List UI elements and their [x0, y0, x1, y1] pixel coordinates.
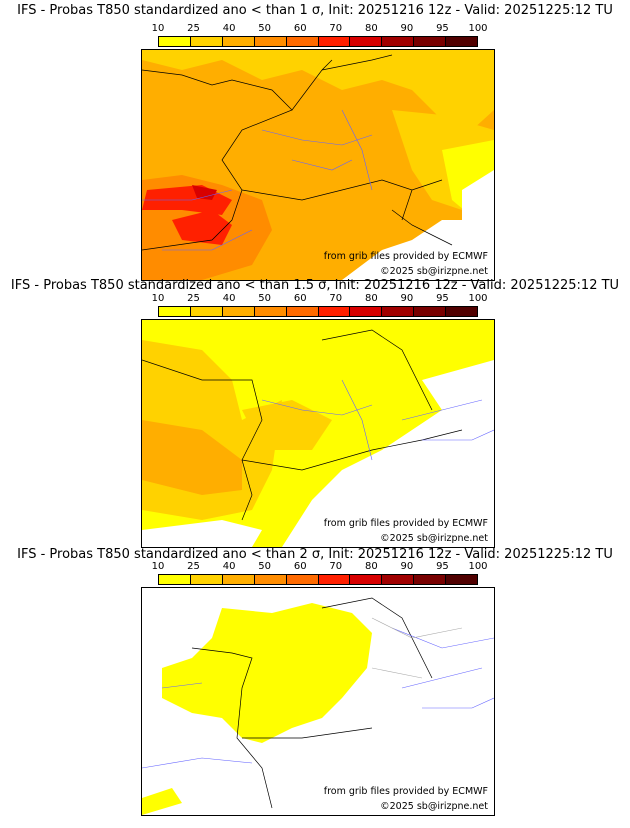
colorbar-bin [382, 37, 415, 46]
colorbar-bin [254, 37, 287, 46]
colorbar-tick-label: 80 [364, 561, 378, 572]
colorbar-tick-label: 95 [436, 23, 449, 34]
probability-map[interactable]: from grib files provided by ECMWF ©2025 … [141, 319, 495, 548]
colorbar-tick-label: 40 [222, 293, 236, 304]
colorbar-tick-label: 50 [258, 293, 272, 304]
colorbar-tick-label: 70 [329, 561, 343, 572]
colorbar-bin [382, 307, 415, 316]
colorbar-bin [222, 575, 255, 584]
colorbar-bin [318, 575, 351, 584]
colorbar-tick-label: 60 [293, 293, 307, 304]
map-fields [142, 50, 494, 280]
colorbar-tick-label: 40 [222, 23, 236, 34]
colorbar-bin [190, 575, 223, 584]
map-title: IFS - Probas T850 standardized ano < tha… [17, 547, 613, 562]
colorbar-tick-label: 100 [468, 23, 488, 34]
credit-copyright: ©2025 sb@irizpne.net [380, 801, 488, 812]
colorbar [158, 36, 478, 47]
colorbar-tick-label: 40 [222, 561, 236, 572]
colorbar-ticks: 10 25 40 50 60 70 80 90 95 100 [152, 561, 488, 573]
colorbar-tick-label: 80 [364, 293, 378, 304]
colorbar-tick-label: 25 [187, 23, 200, 34]
colorbar-tick-label: 95 [436, 561, 449, 572]
credit-source: from grib files provided by ECMWF [323, 786, 488, 797]
colorbar-ticks: 10 25 40 50 60 70 80 90 95 100 [152, 293, 488, 305]
map-fields [142, 320, 494, 547]
colorbar-ticks: 10 25 40 50 60 70 80 90 95 100 [152, 23, 488, 35]
colorbar-bin [414, 575, 447, 584]
colorbar-bin [286, 575, 319, 584]
colorbar-bin [222, 37, 255, 46]
colorbar-tick-label: 100 [468, 561, 488, 572]
colorbar-bin [254, 575, 287, 584]
probability-map[interactable]: from grib files provided by ECMWF ©2025 … [141, 49, 495, 281]
colorbar-tick-label: 60 [293, 561, 307, 572]
colorbar-bin [446, 575, 478, 584]
credit-source: from grib files provided by ECMWF [323, 251, 488, 262]
colorbar-bin [318, 37, 351, 46]
colorbar-tick-label: 50 [258, 561, 272, 572]
colorbar-bin [159, 575, 191, 584]
colorbar-bin [254, 307, 287, 316]
colorbar-tick-label: 10 [151, 293, 165, 304]
colorbar-tick-label: 90 [400, 293, 414, 304]
colorbar-tick-label: 95 [436, 293, 449, 304]
colorbar-tick-label: 70 [329, 23, 343, 34]
colorbar-bin [350, 37, 383, 46]
colorbar-bin [318, 307, 351, 316]
colorbar-bin [222, 307, 255, 316]
colorbar-bin [159, 307, 191, 316]
colorbar-tick-label: 25 [187, 561, 200, 572]
colorbar-tick-label: 10 [151, 23, 165, 34]
colorbar-bin [414, 307, 447, 316]
credit-copyright: ©2025 sb@irizpne.net [380, 533, 488, 544]
credit-copyright: ©2025 sb@irizpne.net [380, 266, 488, 277]
colorbar-bin [190, 307, 223, 316]
colorbar-bin [190, 37, 223, 46]
colorbar-tick-label: 70 [329, 293, 343, 304]
probability-map[interactable]: from grib files provided by ECMWF ©2025 … [141, 587, 495, 816]
colorbar-bin [286, 37, 319, 46]
colorbar-tick-label: 60 [293, 23, 307, 34]
credit-source: from grib files provided by ECMWF [323, 518, 488, 529]
colorbar-tick-label: 90 [400, 561, 414, 572]
map-title: IFS - Probas T850 standardized ano < tha… [10, 278, 620, 293]
colorbar [158, 306, 478, 317]
colorbar-bin [414, 37, 447, 46]
map-title: IFS - Probas T850 standardized ano < tha… [17, 3, 613, 18]
colorbar-tick-label: 80 [364, 23, 378, 34]
colorbar-tick-label: 100 [468, 293, 488, 304]
colorbar-bin [350, 575, 383, 584]
colorbar-bin [446, 37, 478, 46]
colorbar-bin [382, 575, 415, 584]
colorbar-tick-label: 90 [400, 23, 414, 34]
colorbar-bin [446, 307, 478, 316]
colorbar-bin [159, 37, 191, 46]
colorbar-bin [286, 307, 319, 316]
colorbar-bin [350, 307, 383, 316]
colorbar-tick-label: 50 [258, 23, 272, 34]
colorbar-tick-label: 25 [187, 293, 200, 304]
map-fields [142, 597, 494, 815]
colorbar-tick-label: 10 [151, 561, 165, 572]
colorbar [158, 574, 478, 585]
